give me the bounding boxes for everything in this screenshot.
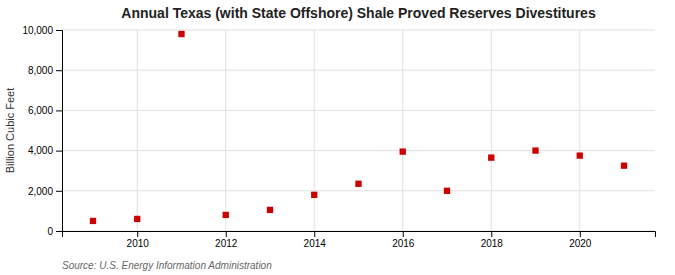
grid-line-y xyxy=(62,110,655,111)
x-tick-mark xyxy=(580,231,581,237)
y-tick: 10,000 xyxy=(22,25,62,36)
x-tick: 2012 xyxy=(215,231,238,249)
x-tick-label: 2012 xyxy=(215,238,238,249)
y-axis: 0 2,000 4,000 6,000 8,000 10,000 xyxy=(22,25,62,237)
y-tick: 8,000 xyxy=(28,65,62,76)
y-axis-label: Billion Cubic Feet xyxy=(4,88,16,174)
title: Annual Texas (with State Offshore) Shale… xyxy=(121,5,596,21)
grid-line-y xyxy=(62,30,655,31)
source: Source: U.S. Energy Information Administ… xyxy=(62,260,272,271)
grid-line-x xyxy=(579,30,580,231)
point xyxy=(488,154,494,160)
point xyxy=(223,212,229,218)
y-tick-label: 0 xyxy=(47,226,53,237)
grid xyxy=(62,30,655,231)
point xyxy=(267,207,273,213)
point xyxy=(444,188,450,194)
x-tick-mark xyxy=(403,231,404,237)
grid-line-y xyxy=(62,190,655,191)
grid-line-y xyxy=(62,70,655,71)
x-tick-label: 2010 xyxy=(127,238,150,249)
x-tick-mark xyxy=(226,231,227,237)
point xyxy=(134,216,140,222)
grid-line-x xyxy=(314,30,315,231)
point xyxy=(311,192,317,198)
point xyxy=(355,181,361,187)
x-tick: 2016 xyxy=(392,231,415,249)
y-tick-mark xyxy=(56,110,62,111)
x-tick-label: 2014 xyxy=(304,238,327,249)
y-tick-label: 10,000 xyxy=(22,25,53,36)
grid-line-x xyxy=(137,30,138,231)
y-tick-mark xyxy=(56,30,62,31)
y-tick-label: 2,000 xyxy=(28,186,53,197)
x-tick: 2020 xyxy=(569,231,592,249)
y-tick-label: 4,000 xyxy=(28,145,53,156)
x-tick-label: 2020 xyxy=(569,238,592,249)
y-tick-mark xyxy=(56,70,62,71)
grid-line-x xyxy=(225,30,226,231)
x-tick-label: 2016 xyxy=(392,238,415,249)
grid-line-x xyxy=(402,30,403,231)
x-tick-mark xyxy=(314,231,315,237)
point xyxy=(621,163,627,169)
x-tick: 2010 xyxy=(127,231,150,249)
x-tick: 2014 xyxy=(304,231,327,249)
x-tick-mark xyxy=(137,231,138,237)
x-tick-mark xyxy=(491,231,492,237)
y-tick: 6,000 xyxy=(28,105,62,116)
grid-line-y xyxy=(62,150,655,151)
plot: 2010 2012 2014 2016 2018 2020 0 2,000 4,000 6,000… xyxy=(22,25,655,249)
point xyxy=(532,147,538,153)
x-tick-label: 2018 xyxy=(481,238,504,249)
x-axis: 2010 2012 2014 2016 2018 2020 xyxy=(63,231,656,249)
x-tick: 2018 xyxy=(481,231,504,249)
point xyxy=(400,148,406,154)
y-tick-label: 8,000 xyxy=(28,65,53,76)
y-tick-mark xyxy=(56,151,62,152)
chart: 2010 2012 2014 2016 2018 2020 0 2,000 4,000 6,000… xyxy=(0,0,675,275)
y-tick: 2,000 xyxy=(28,186,62,197)
y-tick-mark xyxy=(56,231,62,232)
y-axis-line xyxy=(56,31,63,232)
points xyxy=(90,31,627,224)
point xyxy=(577,152,583,158)
x-axis-line xyxy=(63,232,656,238)
y-tick-mark xyxy=(56,191,62,192)
y-tick: 0 xyxy=(47,226,62,237)
y-tick: 4,000 xyxy=(28,145,62,156)
point xyxy=(90,218,96,224)
point xyxy=(178,31,184,37)
grid-line-x xyxy=(491,30,492,231)
y-tick-label: 6,000 xyxy=(28,105,53,116)
